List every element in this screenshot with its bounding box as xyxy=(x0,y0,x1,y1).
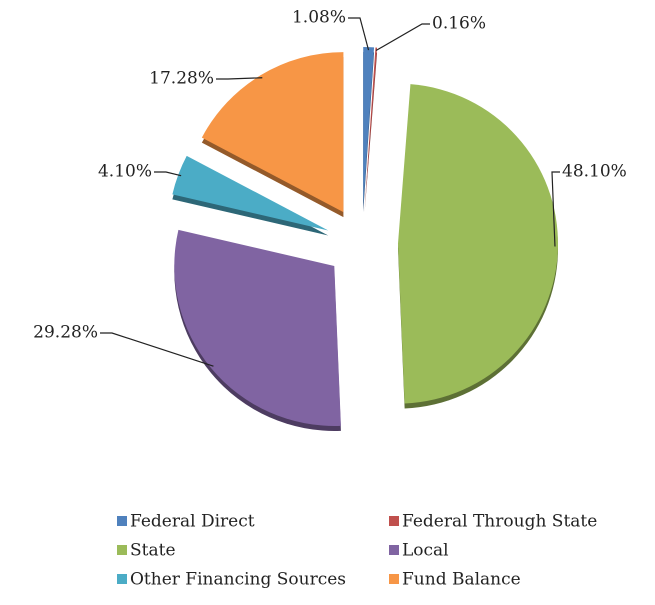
legend-swatch xyxy=(117,516,127,526)
legend-label: Local xyxy=(402,541,449,561)
data-label: 29.28% xyxy=(33,323,98,343)
legend-label: Fund Balance xyxy=(402,570,521,590)
legend-label: Federal Through State xyxy=(402,512,597,532)
slice xyxy=(174,229,341,426)
data-label: 48.10% xyxy=(562,162,627,182)
slice xyxy=(201,52,344,213)
data-label: 4.10% xyxy=(98,162,152,182)
legend-swatch xyxy=(389,574,399,584)
slice xyxy=(363,47,375,208)
legend-swatch xyxy=(117,574,127,584)
slice xyxy=(364,47,378,208)
legend-swatch xyxy=(389,545,399,555)
legend-swatch xyxy=(389,516,399,526)
leader-line xyxy=(348,17,370,51)
leader-line xyxy=(100,332,214,367)
leader-line xyxy=(551,171,560,247)
legend-label: Federal Direct xyxy=(130,512,255,532)
slice xyxy=(397,84,558,404)
data-label: 1.08% xyxy=(292,8,346,28)
leader-line xyxy=(216,77,263,80)
leader-line xyxy=(154,171,182,177)
legend-label: State xyxy=(130,541,176,561)
legend-swatch xyxy=(117,545,127,555)
data-label: 0.16% xyxy=(432,14,486,34)
leader-line xyxy=(375,23,430,52)
legend-label: Other Financing Sources xyxy=(130,570,346,590)
slice xyxy=(172,155,329,231)
data-label: 17.28% xyxy=(149,69,214,89)
slice-depth xyxy=(364,52,378,213)
